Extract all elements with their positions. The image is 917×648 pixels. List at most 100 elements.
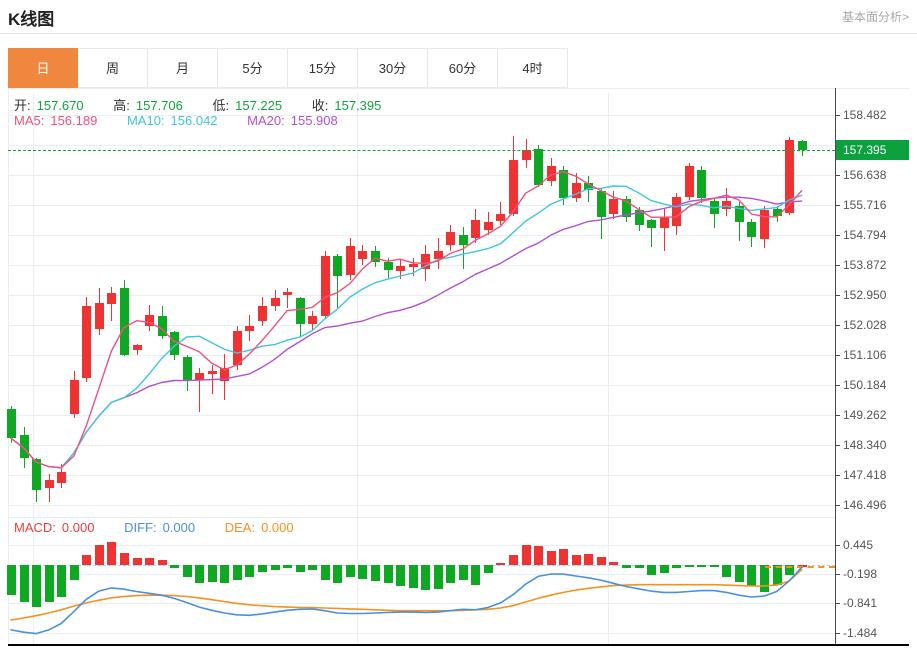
candle [107,293,116,304]
candle [584,183,593,190]
macd-bar [208,565,217,582]
tab-60分[interactable]: 60分 [428,48,498,88]
candle [760,210,769,239]
macd-bar [522,545,531,565]
candle [271,298,280,306]
macd-readout: MACD: 0.000 DIFF: 0.000 DEA: 0.000 [14,520,300,535]
macd-bar [496,563,505,565]
candle [559,170,568,198]
macd-bar [735,565,744,582]
candle [459,235,468,245]
macd-bar [446,565,455,583]
axis-label: 150.184 [843,378,887,392]
axis-tick [836,475,840,476]
candle [233,331,242,365]
gridline [8,545,835,546]
tab-月[interactable]: 月 [148,48,218,88]
candle [697,170,706,198]
macd-bar [572,555,581,565]
macd-bar [195,565,204,583]
page-title: K线图 [8,10,55,29]
dea-extension-line [765,566,835,568]
macd-bar [296,565,305,572]
gridline [8,415,835,416]
macd-bar [258,565,267,572]
gridline [8,633,835,634]
tab-15分[interactable]: 15分 [288,48,358,88]
ma20-value: 155.908 [290,113,338,128]
candle [609,199,618,214]
axis-label: 149.262 [843,408,887,422]
price-axis [835,88,836,645]
candle [371,251,380,262]
vertical-gridline [33,93,34,644]
macd-bar [107,542,116,565]
macd-bar [183,565,192,577]
macd-bar [672,565,681,568]
axis-label: -0.841 [843,596,878,610]
candle-wick [212,365,213,394]
dea-value: 0.000 [261,520,294,535]
tab-周[interactable]: 周 [78,48,148,88]
chart-top-border [8,88,909,89]
axis-label: 151.106 [843,348,887,362]
ohlc-readout: 开: 157.670 高: 157.706 低: 157.225 收: 157.395 [14,95,387,114]
pane-separator [8,517,835,518]
candle [321,256,330,316]
axis-label: -0.198 [843,567,878,581]
tab-日[interactable]: 日 [8,48,78,88]
ma-readout: MA5: 156.189 MA10: 156.042 MA20: 155.908 [14,113,344,128]
candle [57,472,66,483]
candle [722,201,731,209]
candle [346,246,355,275]
candle [509,160,518,214]
candle-wick [287,288,288,308]
axis-tick [836,355,840,356]
fundamental-analysis-link[interactable]: 基本面分析> [841,10,909,24]
macd-bar [647,565,656,575]
axis-label: 156.638 [843,168,887,182]
candle [710,201,719,214]
macd-bar [396,565,405,586]
macd-bar [471,565,480,585]
candle [597,191,606,217]
gridline [8,145,835,146]
macd-bar [697,565,706,567]
axis-label: 155.716 [843,198,887,212]
macd-bar [271,565,280,570]
tab-5分[interactable]: 5分 [218,48,288,88]
axis-label: 148.340 [843,438,887,452]
axis-tick [836,415,840,416]
candle [195,373,204,380]
open-value: 157.670 [36,98,84,113]
ma5-value: 156.189 [50,113,98,128]
axis-tick [836,633,840,634]
macd-bar [421,565,430,590]
macd-bar [547,551,556,565]
ma5-label: MA5: [14,113,45,128]
candle [208,371,217,374]
close-value: 157.395 [334,98,382,113]
tab-30分[interactable]: 30分 [358,48,428,88]
macd-bar [133,558,142,565]
diff-value: 0.000 [162,520,196,535]
axis-label: 147.418 [843,468,887,482]
ma10-label: MA10: [126,113,165,128]
macd-bar [534,546,543,565]
macd-bar [409,565,418,588]
macd-bar [559,549,568,565]
axis-tick [836,115,840,116]
macd-bar [685,565,694,567]
axis-tick [836,603,840,604]
gridline [8,445,835,446]
gridline [8,355,835,356]
tab-4时[interactable]: 4时 [498,48,568,88]
axis-tick [836,505,840,506]
candle [95,303,104,329]
header-divider [0,33,917,34]
candle [409,264,418,267]
macd-bar [45,565,54,602]
candle [471,220,480,238]
candle [308,316,317,324]
gridline [8,175,835,176]
